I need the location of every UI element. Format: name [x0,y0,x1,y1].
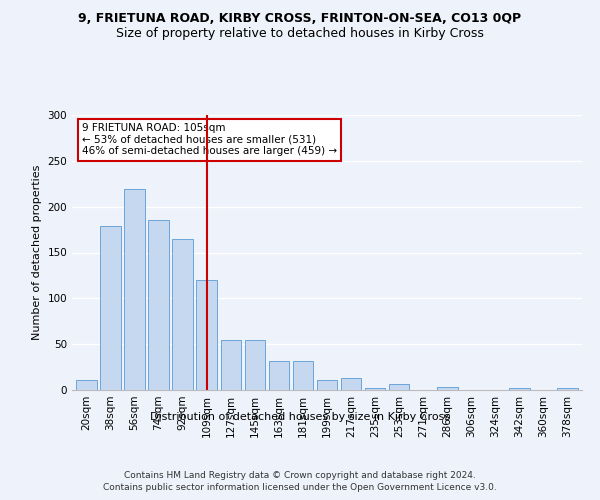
Bar [245,340,265,390]
Text: 9, FRIETUNA ROAD, KIRBY CROSS, FRINTON-ON-SEA, CO13 0QP: 9, FRIETUNA ROAD, KIRBY CROSS, FRINTON-O… [79,12,521,26]
Y-axis label: Number of detached properties: Number of detached properties [32,165,42,340]
Text: 9 FRIETUNA ROAD: 105sqm
← 53% of detached houses are smaller (531)
46% of semi-d: 9 FRIETUNA ROAD: 105sqm ← 53% of detache… [82,123,337,156]
Bar [269,360,289,390]
Bar [317,380,337,390]
Bar [389,384,409,390]
Text: Contains public sector information licensed under the Open Government Licence v3: Contains public sector information licen… [103,484,497,492]
Bar [148,220,169,390]
Bar [124,189,145,390]
Text: Contains HM Land Registry data © Crown copyright and database right 2024.: Contains HM Land Registry data © Crown c… [124,471,476,480]
Bar [196,280,217,390]
Bar [437,387,458,390]
Bar [557,388,578,390]
Bar [100,226,121,390]
Bar [172,239,193,390]
Bar [341,378,361,390]
Bar [293,360,313,390]
Text: Size of property relative to detached houses in Kirby Cross: Size of property relative to detached ho… [116,28,484,40]
Bar [509,388,530,390]
Bar [76,380,97,390]
Bar [221,340,241,390]
Bar [365,388,385,390]
Text: Distribution of detached houses by size in Kirby Cross: Distribution of detached houses by size … [150,412,450,422]
